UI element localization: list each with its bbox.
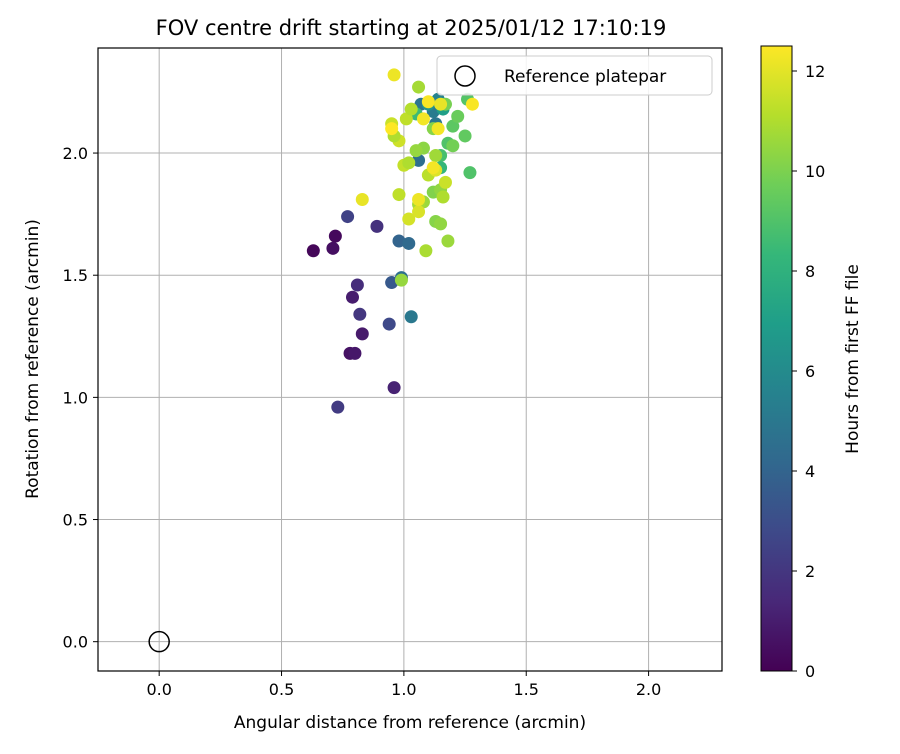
plot-frame xyxy=(97,47,723,672)
scatter-point xyxy=(438,175,452,189)
reference-marker-layer xyxy=(148,630,170,653)
scatter-point xyxy=(446,119,460,133)
scatter-point xyxy=(348,346,362,360)
scatter-point xyxy=(409,144,423,158)
scatter-point xyxy=(434,217,448,231)
colorbar-tick-label: 10 xyxy=(805,162,825,181)
legend-box xyxy=(436,55,713,96)
scatter-point xyxy=(350,278,364,292)
scatter-point xyxy=(387,68,401,82)
x-tick-label: 0.0 xyxy=(146,680,171,699)
chart-title: FOV centre drift starting at 2025/01/12 … xyxy=(156,16,667,40)
scatter-point xyxy=(353,307,367,321)
scatter-point xyxy=(382,317,396,331)
scatter-point xyxy=(419,244,433,258)
scatter-point xyxy=(416,112,430,126)
scatter-point xyxy=(345,290,359,304)
y-axis-label: Rotation from reference (arcmin) xyxy=(23,219,43,499)
colorbar-tick-label: 12 xyxy=(805,62,825,81)
scatter-point xyxy=(402,236,416,250)
scatter-point xyxy=(412,153,426,167)
colorbar: 0 2 4 6 8 10 12 Hours from first FF file xyxy=(760,45,863,681)
x-axis-label: Angular distance from reference (arcmin) xyxy=(234,713,586,733)
scatter-point xyxy=(387,381,401,395)
scatter-point xyxy=(458,129,472,143)
y-tick-label: 0.5 xyxy=(63,511,88,530)
x-tick-label: 0.5 xyxy=(269,680,294,699)
colorbar-tick-label: 4 xyxy=(805,462,815,481)
scatter-points xyxy=(306,68,479,414)
scatter-point xyxy=(404,102,418,116)
scatter-point xyxy=(331,400,345,414)
scatter-point xyxy=(421,95,435,109)
scatter-point xyxy=(451,109,465,123)
scatter-point xyxy=(402,156,416,170)
scatter-point xyxy=(385,122,399,136)
scatter-point xyxy=(355,327,369,341)
y-tick-label: 0.0 xyxy=(63,633,88,652)
colorbar-tick-label: 8 xyxy=(805,262,815,281)
scatter-point xyxy=(341,210,355,224)
scatter-point xyxy=(392,188,406,202)
axis-ticks: 0.0 0.5 1.0 1.5 2.0 0.0 0.5 1.0 1.5 2.0 xyxy=(63,144,662,699)
colorbar-gradient xyxy=(760,45,793,672)
x-tick-label: 2.0 xyxy=(636,680,661,699)
scatter-point xyxy=(436,190,450,204)
y-tick-label: 2.0 xyxy=(63,144,88,163)
legend-entry-reference: Reference platepar xyxy=(504,67,666,87)
scatter-point xyxy=(463,166,477,180)
scatter-point xyxy=(328,229,342,243)
y-tick-label: 1.0 xyxy=(63,388,88,407)
scatter-point xyxy=(412,80,426,94)
scatter-point xyxy=(355,192,369,206)
scatter-point xyxy=(429,148,443,162)
scatter-point xyxy=(426,161,440,175)
colorbar-tick-label: 6 xyxy=(805,362,815,381)
scatter-point xyxy=(326,241,340,255)
legend-reference-marker xyxy=(454,65,476,87)
scatter-point xyxy=(465,97,479,111)
scatter-point xyxy=(441,234,455,248)
scatter-point xyxy=(399,112,413,126)
scatter-point xyxy=(402,212,416,226)
scatter-point xyxy=(392,234,406,248)
colorbar-ticks: 0 2 4 6 8 10 12 xyxy=(792,62,825,681)
colorbar-tick-label: 2 xyxy=(805,562,815,581)
scatter-point xyxy=(446,139,460,153)
scatter-point xyxy=(412,192,426,206)
y-tick-label: 1.5 xyxy=(63,266,88,285)
scatter-point xyxy=(434,97,448,111)
legend: Reference platepar xyxy=(436,55,713,96)
colorbar-label: Hours from first FF file xyxy=(843,264,863,454)
scatter-point xyxy=(431,122,445,136)
scatter-point xyxy=(412,205,426,219)
colorbar-tick-label: 0 xyxy=(805,662,815,681)
scatter-point xyxy=(385,276,399,290)
x-tick-label: 1.5 xyxy=(514,680,539,699)
scatter-point xyxy=(394,273,408,287)
scatter-point xyxy=(306,244,320,258)
scatter-point xyxy=(404,310,418,324)
grid xyxy=(98,48,722,671)
scatter-point xyxy=(370,219,384,233)
reference-marker xyxy=(148,630,170,653)
x-tick-label: 1.0 xyxy=(391,680,416,699)
